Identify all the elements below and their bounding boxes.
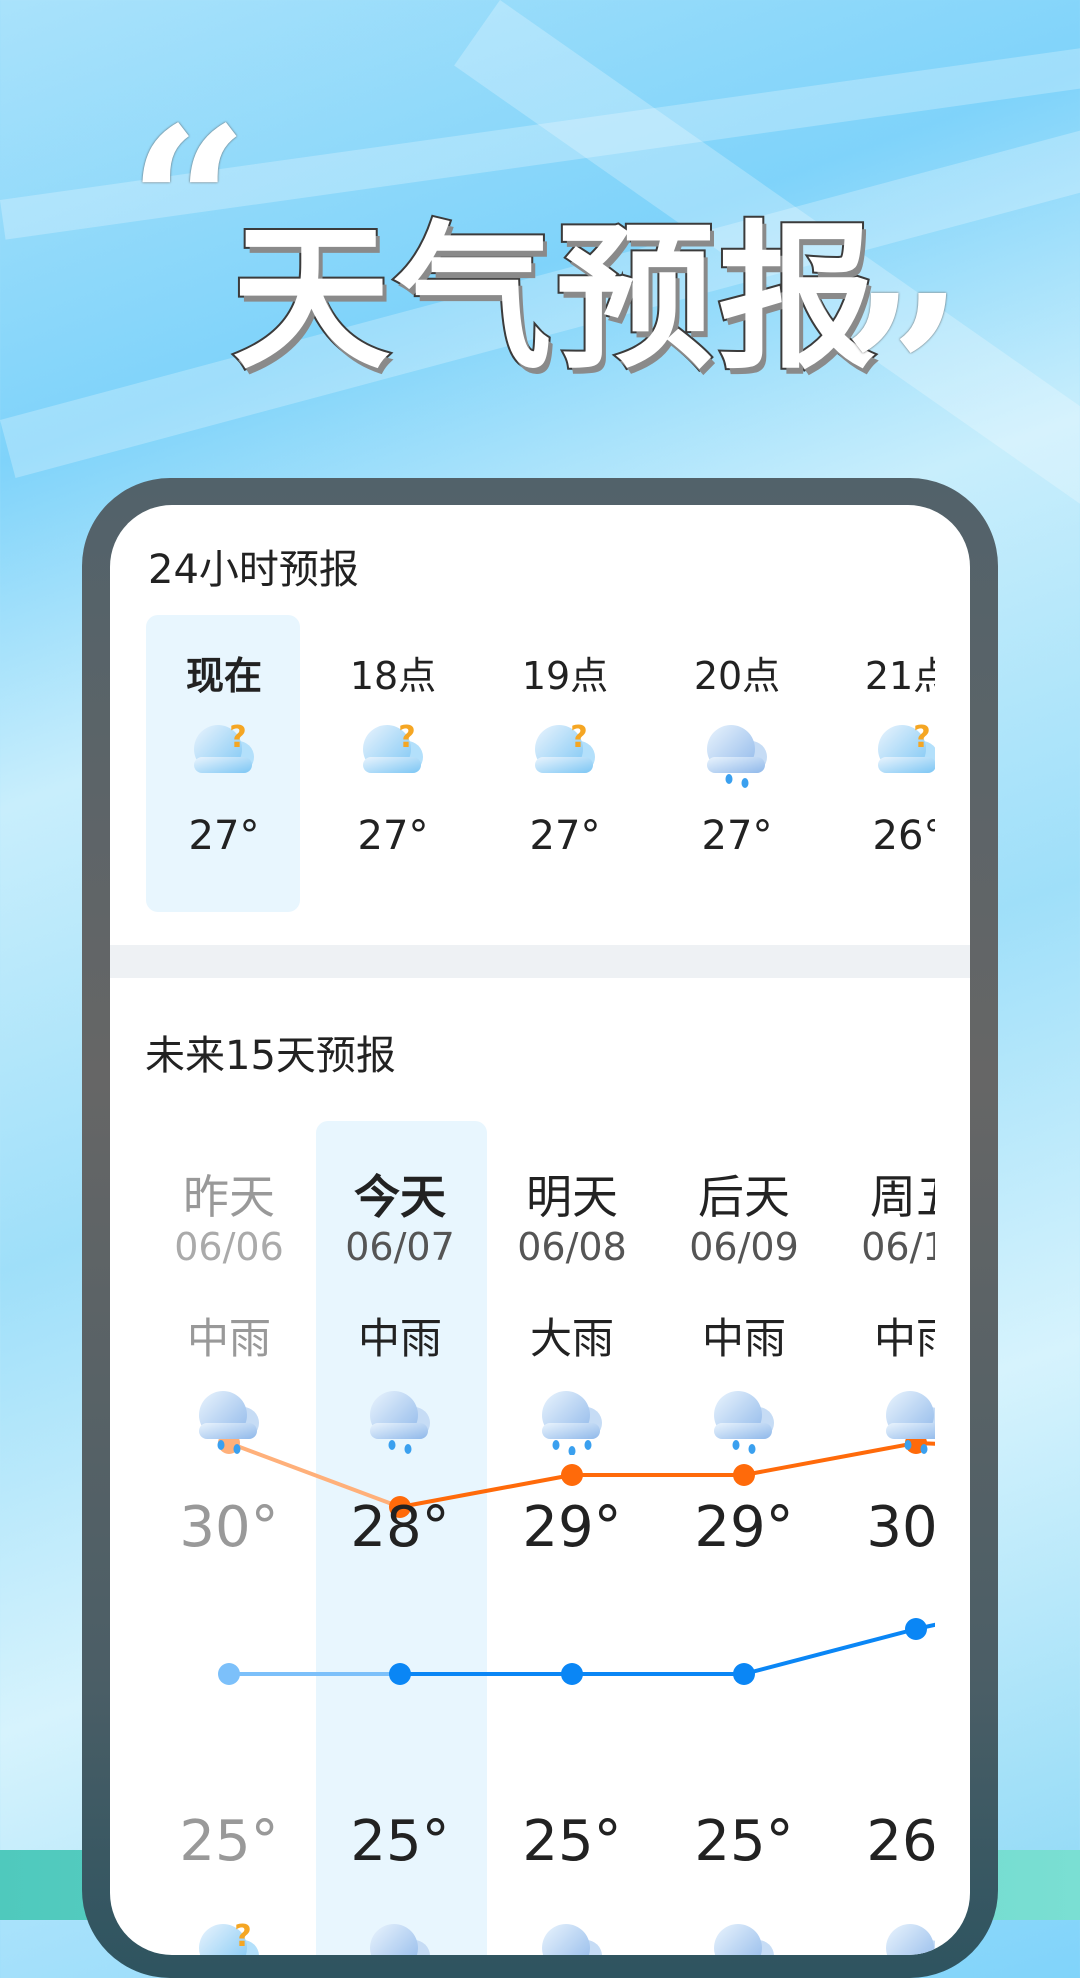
night-weather-icon bbox=[315, 1916, 485, 1955]
high-line-segment bbox=[228, 1441, 401, 1509]
hourly-time: 18点 bbox=[349, 654, 437, 698]
daily-selected-highlight bbox=[316, 1121, 487, 1955]
day-name: 明天 bbox=[526, 1170, 618, 1224]
day-condition: 中雨 bbox=[701, 1314, 786, 1363]
svg-text:?: ? bbox=[570, 720, 587, 755]
daily-title: 未来15天预报 bbox=[145, 1033, 396, 1079]
hourly-temp: 27° bbox=[357, 813, 429, 859]
day-condition: 大雨 bbox=[529, 1314, 614, 1363]
high-line-point bbox=[733, 1464, 755, 1486]
high-temp: 29° bbox=[694, 1495, 794, 1560]
daily-item[interactable]: 后天 06/09 中雨 29° bbox=[659, 1161, 829, 1560]
hourly-item[interactable]: 18点 ? 27° bbox=[308, 645, 478, 859]
high-line-segment bbox=[743, 1441, 917, 1477]
hourly-time: 19点 bbox=[521, 654, 609, 698]
forecast-card: 24小时预报 现在 ? 27° 18点 ? 27° 19点 ? 27° 20点 27°… bbox=[110, 505, 970, 1955]
moderate-rain-icon bbox=[144, 1375, 314, 1495]
hourly-temp: 27° bbox=[701, 813, 773, 859]
low-line-segment bbox=[743, 1627, 917, 1676]
svg-text:?: ? bbox=[234, 1919, 251, 1954]
high-temp: 28° bbox=[350, 1495, 450, 1560]
moderate-rain-icon bbox=[315, 1375, 485, 1495]
day-name: 周五 bbox=[870, 1170, 935, 1224]
hourly-list[interactable]: 现在 ? 27° 18点 ? 27° 19点 ? 27° 20点 27° 21点 ? 2… bbox=[110, 605, 935, 925]
night-weather-icon bbox=[487, 1916, 657, 1955]
day-date: 06/08 bbox=[517, 1225, 627, 1269]
hourly-time: 现在 bbox=[185, 654, 262, 698]
low-line-point bbox=[905, 1618, 927, 1640]
day-date: 06/07 bbox=[345, 1225, 455, 1269]
daily-item[interactable]: 周五 06/10 中雨 30° bbox=[831, 1161, 935, 1560]
high-temp: 30° bbox=[179, 1495, 279, 1560]
low-temp: 26° bbox=[866, 1809, 935, 1874]
day-name: 昨天 bbox=[183, 1170, 275, 1224]
light-rain-icon bbox=[652, 705, 822, 805]
cloudy-icon: ? bbox=[308, 705, 478, 805]
banner-title: 天气预报 bbox=[230, 205, 880, 393]
svg-text:?: ? bbox=[398, 720, 415, 755]
svg-text:?: ? bbox=[913, 720, 930, 755]
low-temp: 25° bbox=[522, 1809, 622, 1874]
high-temp: 30° bbox=[866, 1495, 935, 1560]
low-temp: 25° bbox=[179, 1809, 279, 1874]
daily-item[interactable]: 今天 06/07 中雨 28° bbox=[315, 1161, 485, 1560]
day-condition: 中雨 bbox=[873, 1314, 935, 1363]
daily-item[interactable]: 昨天 06/06 中雨 30° bbox=[144, 1161, 314, 1560]
night-weather-icon bbox=[659, 1916, 829, 1955]
moderate-rain-icon bbox=[659, 1375, 829, 1495]
hourly-item[interactable]: 现在 ? 27° bbox=[139, 645, 309, 859]
day-date: 06/09 bbox=[689, 1225, 799, 1269]
hourly-temp: 27° bbox=[529, 813, 601, 859]
low-line-point bbox=[218, 1663, 240, 1685]
low-temp: 25° bbox=[350, 1809, 450, 1874]
hourly-item[interactable]: 21点 ? 26° bbox=[823, 645, 935, 859]
hourly-temp: 27° bbox=[188, 813, 260, 859]
low-line-point bbox=[733, 1663, 755, 1685]
low-temp: 25° bbox=[694, 1809, 794, 1874]
hourly-item[interactable]: 20点 27° bbox=[652, 645, 822, 859]
hourly-time: 21点 bbox=[864, 654, 935, 698]
close-quote: ” bbox=[842, 249, 963, 496]
hourly-item[interactable]: 19点 ? 27° bbox=[480, 645, 650, 859]
high-line-point bbox=[561, 1464, 583, 1486]
low-line-point bbox=[389, 1663, 411, 1685]
day-date: 06/06 bbox=[174, 1225, 284, 1269]
open-quote: “ bbox=[128, 81, 249, 328]
high-line-point bbox=[389, 1496, 411, 1518]
moderate-rain-icon bbox=[831, 1375, 935, 1495]
night-weather-icon: ? bbox=[144, 1916, 314, 1955]
heavy-rain-icon bbox=[487, 1375, 657, 1495]
day-name: 后天 bbox=[698, 1170, 790, 1224]
svg-text:?: ? bbox=[229, 720, 246, 755]
low-line-point bbox=[561, 1663, 583, 1685]
high-line-segment bbox=[399, 1473, 573, 1509]
hourly-temp: 26° bbox=[872, 813, 935, 859]
hourly-time: 20点 bbox=[693, 654, 781, 698]
cloudy-icon: ? bbox=[823, 705, 935, 805]
high-temp: 29° bbox=[522, 1495, 622, 1560]
day-date: 06/10 bbox=[861, 1225, 935, 1269]
daily-list[interactable]: 昨天 06/06 中雨 30° 25° ? 今天 06/07 中雨 28° 25° 明… bbox=[110, 1121, 935, 1955]
daily-item[interactable]: 明天 06/08 大雨 29° bbox=[487, 1161, 657, 1560]
night-weather-icon bbox=[831, 1916, 935, 1955]
cloudy-icon: ? bbox=[480, 705, 650, 805]
temperature-chart bbox=[218, 1432, 935, 1685]
cloudy-icon: ? bbox=[139, 705, 309, 805]
hourly-title: 24小时预报 bbox=[148, 547, 359, 593]
day-condition: 中雨 bbox=[186, 1314, 271, 1363]
section-divider bbox=[110, 945, 970, 978]
day-name: 今天 bbox=[354, 1170, 446, 1224]
day-condition: 中雨 bbox=[357, 1314, 442, 1363]
